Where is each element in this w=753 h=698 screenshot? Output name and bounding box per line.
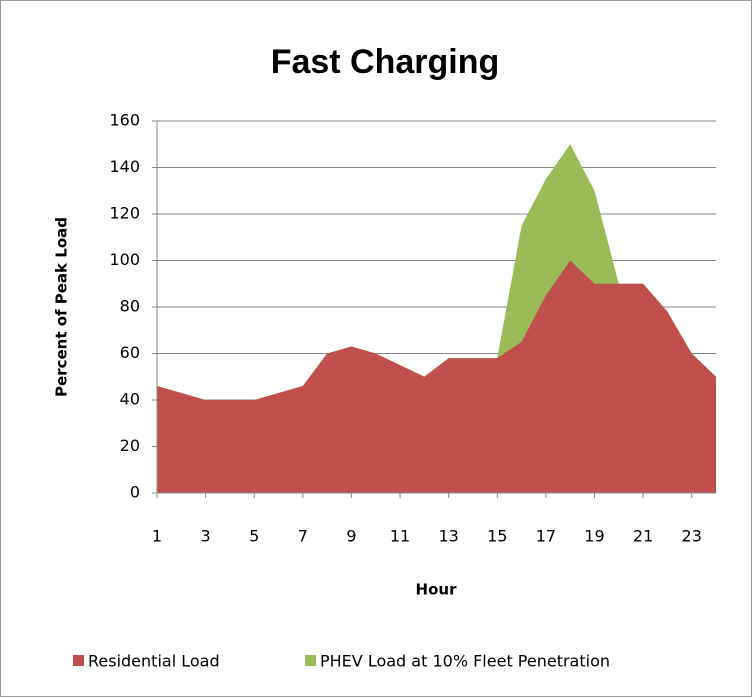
y-tick-label: 60 <box>120 343 140 362</box>
area <box>157 260 716 493</box>
y-axis-label: Percent of Peak Load <box>53 217 71 397</box>
y-tick-label: 120 <box>109 204 140 223</box>
x-tick-label: 17 <box>536 527 556 546</box>
legend-label: PHEV Load at 10% Fleet Penetration <box>320 652 610 671</box>
x-tick-label: 11 <box>390 527 410 546</box>
x-tick-label: 1 <box>152 527 162 546</box>
y-tick-label: 80 <box>120 297 140 316</box>
y-tick-label: 140 <box>109 157 140 176</box>
x-tick-label: 3 <box>201 527 211 546</box>
legend-swatch <box>73 655 84 666</box>
x-tick-label: 5 <box>249 527 259 546</box>
x-tick-label: 19 <box>584 527 604 546</box>
x-tick-label: 9 <box>346 527 356 546</box>
x-tick-label: 23 <box>682 527 702 546</box>
chart-title: Fast Charging <box>271 43 500 81</box>
y-tick-label: 100 <box>109 250 140 269</box>
y-tick-label: 20 <box>120 436 140 455</box>
x-tick-label: 13 <box>438 527 458 546</box>
x-tick-label: 21 <box>633 527 653 546</box>
x-axis-label: Hour <box>416 581 458 599</box>
y-tick-label: 40 <box>120 390 140 409</box>
legend-swatch <box>305 655 316 666</box>
legend-label: Residential Load <box>88 652 220 671</box>
y-tick-label: 160 <box>109 111 140 130</box>
x-tick-label: 15 <box>487 527 507 546</box>
x-tick-label: 7 <box>298 527 308 546</box>
y-tick-label: 0 <box>130 483 140 502</box>
